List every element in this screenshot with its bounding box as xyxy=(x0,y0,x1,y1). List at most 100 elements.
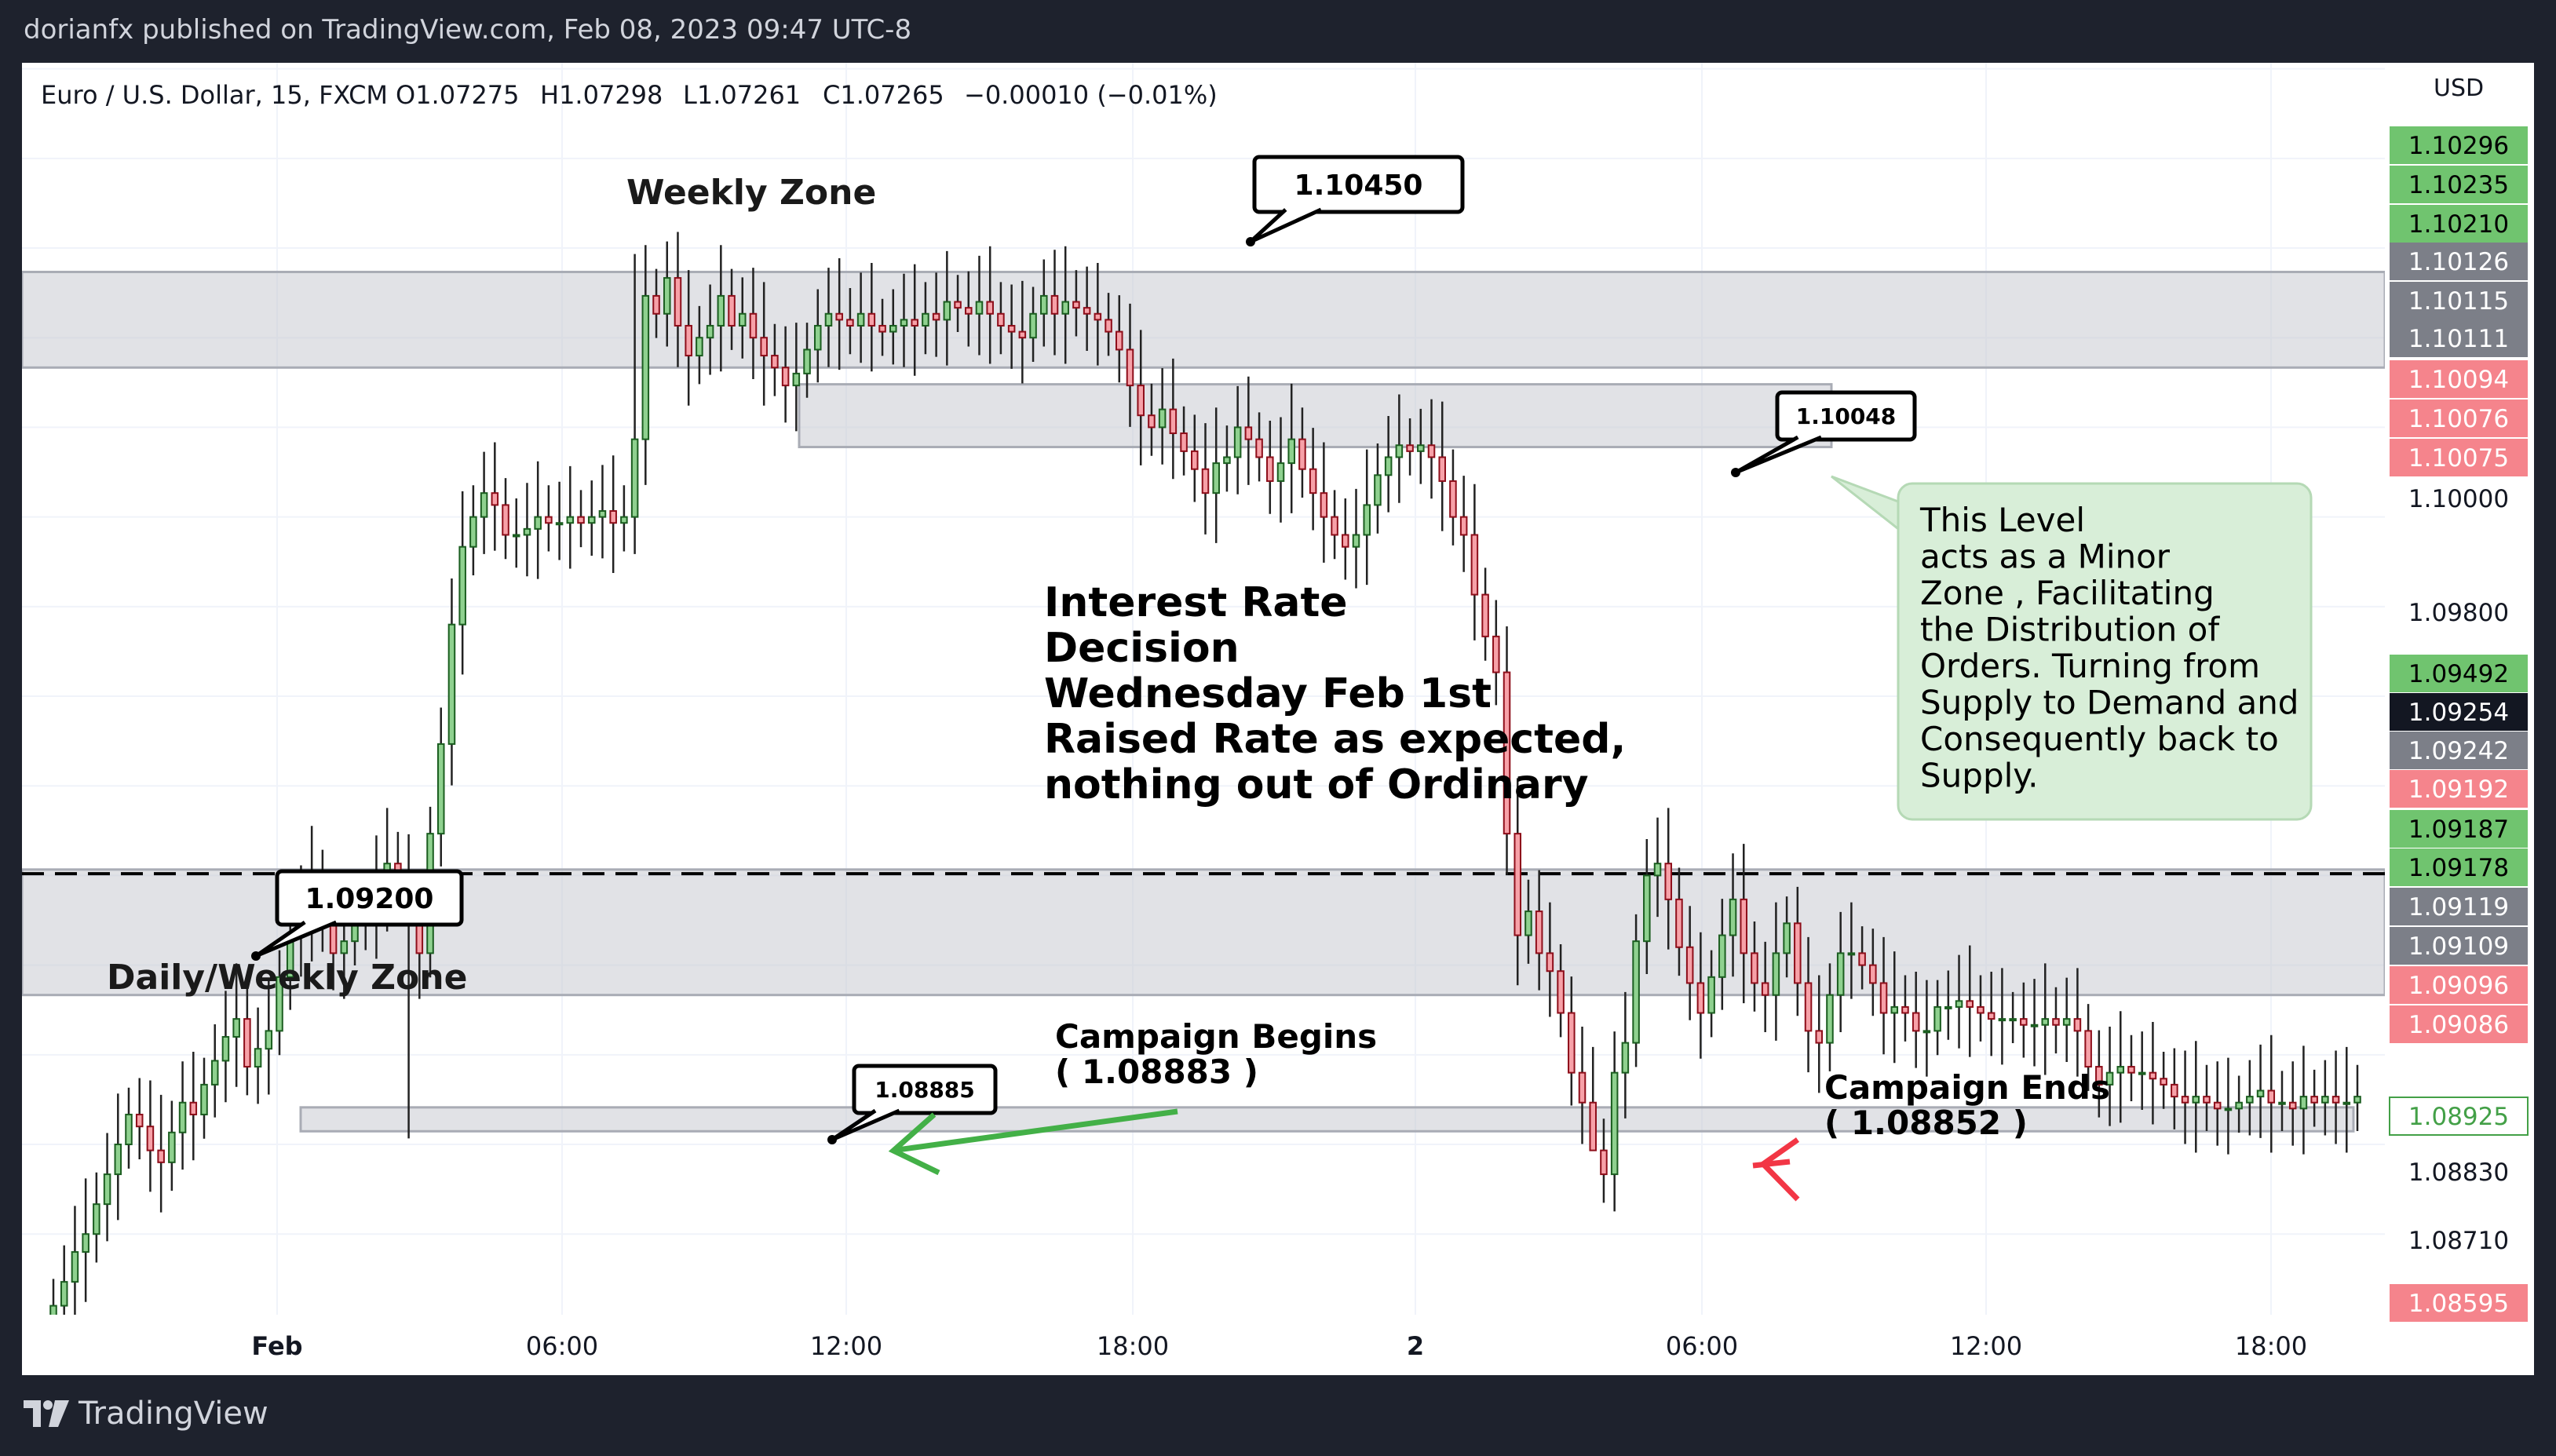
candle-down xyxy=(771,355,779,369)
price-badge-label: 1.08925 xyxy=(2408,1103,2509,1131)
campaign-zone-band xyxy=(299,1106,2355,1133)
candle-down xyxy=(1794,922,1802,984)
price-badge-label: 1.10235 xyxy=(2408,171,2509,199)
time-tick-label: 18:00 xyxy=(1097,1331,1169,1361)
candle-down xyxy=(1191,450,1199,470)
candle-up xyxy=(2062,1018,2071,1026)
weekly-zone-band xyxy=(22,270,2386,369)
candle-up xyxy=(1643,874,1651,943)
daily-weekly-zone-label: Daily/Weekly Zone xyxy=(107,958,467,998)
price-badge-label: 1.10115 xyxy=(2408,287,2509,316)
candle-up xyxy=(1223,456,1231,465)
candle-down xyxy=(1148,414,1156,429)
campaign-ends-arrowhead xyxy=(1758,1137,1800,1202)
price-tick-label: 1.09800 xyxy=(2408,599,2509,627)
candle-down xyxy=(415,922,424,954)
candle-down xyxy=(1804,982,1813,1032)
price-axis: USD 1.10296 1.10235 1.10210 1.10126 1.10115 1.… xyxy=(2385,63,2534,1375)
candle-up xyxy=(210,1060,219,1086)
candle-up xyxy=(889,324,897,333)
candle-down xyxy=(1987,1012,1996,1020)
candle-up xyxy=(125,1113,133,1146)
time-axis: Feb 06:00 12:00 18:00 2 06:00 12:00 18:00 xyxy=(22,1315,2385,1375)
candle-down xyxy=(1244,426,1253,440)
candle-down xyxy=(1740,898,1748,954)
candle-down xyxy=(749,312,758,339)
candle-up xyxy=(587,516,596,524)
candle-down xyxy=(2084,1030,2092,1068)
price-badge xyxy=(2389,1097,2529,1136)
price-badge xyxy=(2390,282,2528,319)
price-badge xyxy=(2390,810,2528,848)
currency-label: USD xyxy=(2434,75,2484,102)
candle-down xyxy=(243,1018,251,1068)
candle-down xyxy=(1255,438,1263,458)
candle-down xyxy=(1083,307,1091,315)
callout-1.10450-dot xyxy=(1246,237,1255,246)
candle-down xyxy=(1438,456,1447,482)
candle-down xyxy=(846,319,854,327)
brand-name: TradingView xyxy=(79,1396,268,1432)
candle-up xyxy=(1632,940,1640,1044)
candle-up xyxy=(566,516,575,524)
footer-bar: TradingView xyxy=(0,1375,2556,1456)
candle-up xyxy=(738,312,747,327)
candle-up xyxy=(534,516,542,530)
candle-down xyxy=(502,504,509,536)
price-badge xyxy=(2390,243,2528,280)
candle-down xyxy=(1320,492,1328,518)
candle-down xyxy=(1406,444,1414,452)
candle-up xyxy=(1955,1000,1963,1008)
campaign-begins-arrowhead xyxy=(888,1112,940,1176)
time-tick-label: 2 xyxy=(1407,1331,1424,1361)
candle-up xyxy=(856,312,865,327)
candle-down xyxy=(1858,952,1866,966)
chart-frame: 1.10450 1.10048 1.09200 1.08885 Weekly Zone D… xyxy=(22,63,2534,1375)
candle-up xyxy=(1029,312,1037,339)
candle-down xyxy=(1459,516,1468,536)
candle-down xyxy=(685,324,692,357)
candle-up xyxy=(620,516,628,524)
candle-down xyxy=(674,277,682,327)
candle-down xyxy=(146,1126,155,1151)
price-badge-label: 1.10210 xyxy=(2408,210,2509,239)
candle-down xyxy=(835,312,843,321)
interest-rate-line: nothing out of Ordinary xyxy=(1044,761,1589,808)
candle-up xyxy=(60,1281,68,1307)
price-badge xyxy=(2390,848,2528,886)
candle-up xyxy=(436,743,445,835)
candle-up xyxy=(276,976,283,1032)
callout-1.10450-box xyxy=(1252,155,1465,214)
campaign-ends-label: Campaign Ends xyxy=(1824,1068,2110,1107)
candle-up xyxy=(555,522,564,526)
candle-up xyxy=(1718,934,1726,978)
price-badge xyxy=(2390,927,2528,965)
candle-down xyxy=(2310,1096,2318,1104)
candle-down xyxy=(954,301,962,309)
price-badge-label: 1.09109 xyxy=(2408,932,2509,961)
price-badge-label: 1.10094 xyxy=(2408,366,2509,394)
candle-down xyxy=(1696,982,1705,1014)
price-tick-label: 1.08710 xyxy=(2408,1227,2509,1255)
price-badge xyxy=(2390,205,2528,243)
price-badge xyxy=(2390,732,2528,769)
price-badge xyxy=(2390,439,2528,476)
tradingview-logo-icon xyxy=(24,1400,69,1427)
candle-up xyxy=(2342,1101,2351,1105)
candle-down xyxy=(609,510,617,524)
interest-rate-line: Interest Rate xyxy=(1044,579,1348,626)
annotations-layer: 1.10450 1.10048 1.09200 1.08885 Weekly Zone D… xyxy=(107,155,2313,1202)
candle-down xyxy=(2020,1018,2028,1026)
candle-up xyxy=(2256,1089,2265,1098)
chart-canvas[interactable]: 1.10450 1.10048 1.09200 1.08885 Weekly Zone D… xyxy=(22,63,2534,1375)
candle-up xyxy=(458,546,466,626)
candle-up xyxy=(2009,1018,2017,1022)
candle-down xyxy=(1266,456,1274,482)
symbol-title: Euro / U.S. Dollar, 15, FXCM xyxy=(41,80,388,110)
price-badge-label: 1.10075 xyxy=(2408,444,2509,473)
candle-up xyxy=(1933,1005,1941,1032)
callout-1.10450-pointer xyxy=(1249,207,1322,244)
price-badge-label: 1.09242 xyxy=(2408,737,2509,765)
callout-1.10048-dot xyxy=(1731,468,1740,477)
campaign-ends-price: ( 1.08852 ) xyxy=(1824,1104,2028,1142)
